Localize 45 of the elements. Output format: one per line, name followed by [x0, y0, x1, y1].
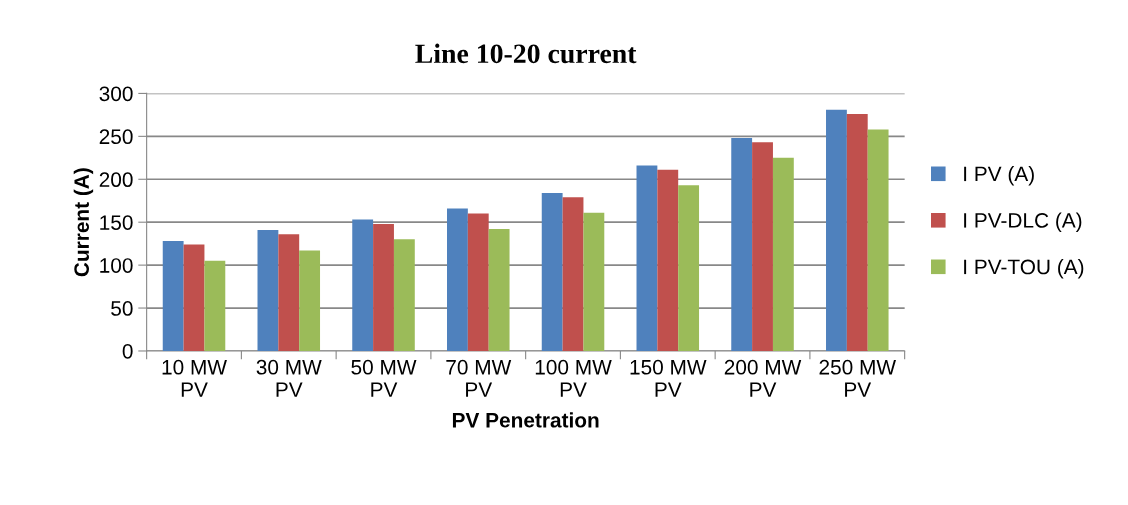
bar: [541, 193, 563, 351]
bar: [752, 142, 773, 351]
bar: [352, 219, 374, 351]
y-tick-label: 150: [100, 215, 133, 230]
x-tick-label: 250 MW PV: [819, 359, 896, 397]
x-tick-label: 30 MW PV: [256, 359, 322, 397]
bar: [393, 239, 415, 351]
bar: [583, 212, 605, 351]
bar: [162, 241, 184, 351]
bar: [867, 129, 889, 351]
bar: [204, 260, 226, 351]
x-tick-label: 100 MW PV: [535, 359, 612, 397]
bar: [373, 223, 394, 351]
x-tick-label: 50 MW PV: [351, 359, 417, 397]
bar: [488, 229, 510, 351]
x-tick-label: 150 MW PV: [630, 359, 707, 397]
bar: [636, 165, 658, 351]
y-tick-label: 100: [100, 258, 133, 273]
bar: [278, 234, 300, 351]
y-tick-label: 50: [111, 301, 133, 316]
x-tick-label: 10 MW PV: [162, 359, 227, 397]
bar: [257, 229, 279, 351]
x-tick-label: 70 MW PV: [446, 359, 512, 397]
bar: [562, 197, 584, 351]
bar: [467, 213, 489, 351]
x-axis-title: PV Penetration: [452, 412, 599, 428]
legend-label: I PV (A): [964, 165, 1034, 186]
y-tick-label: 250: [99, 129, 133, 145]
bar: [678, 185, 700, 351]
y-tick-label: 0: [122, 343, 133, 359]
legend-label: I PV-TOU (A): [964, 258, 1084, 279]
bar: [183, 244, 205, 351]
bar: [772, 157, 794, 351]
bar: [826, 109, 847, 351]
bar: [447, 208, 468, 351]
chart-title: Line 10-20 current: [415, 43, 637, 64]
bar: [657, 169, 679, 351]
legend-label: I PV-DLC (A): [964, 212, 1082, 232]
bar: [299, 250, 321, 351]
y-axis-title: Current (A): [73, 168, 94, 277]
bar: [846, 114, 868, 351]
x-tick-label: 200 MW PV: [724, 359, 802, 397]
y-tick-label: 200: [99, 172, 133, 188]
y-tick-label: 300: [99, 86, 133, 102]
bar: [731, 138, 753, 351]
